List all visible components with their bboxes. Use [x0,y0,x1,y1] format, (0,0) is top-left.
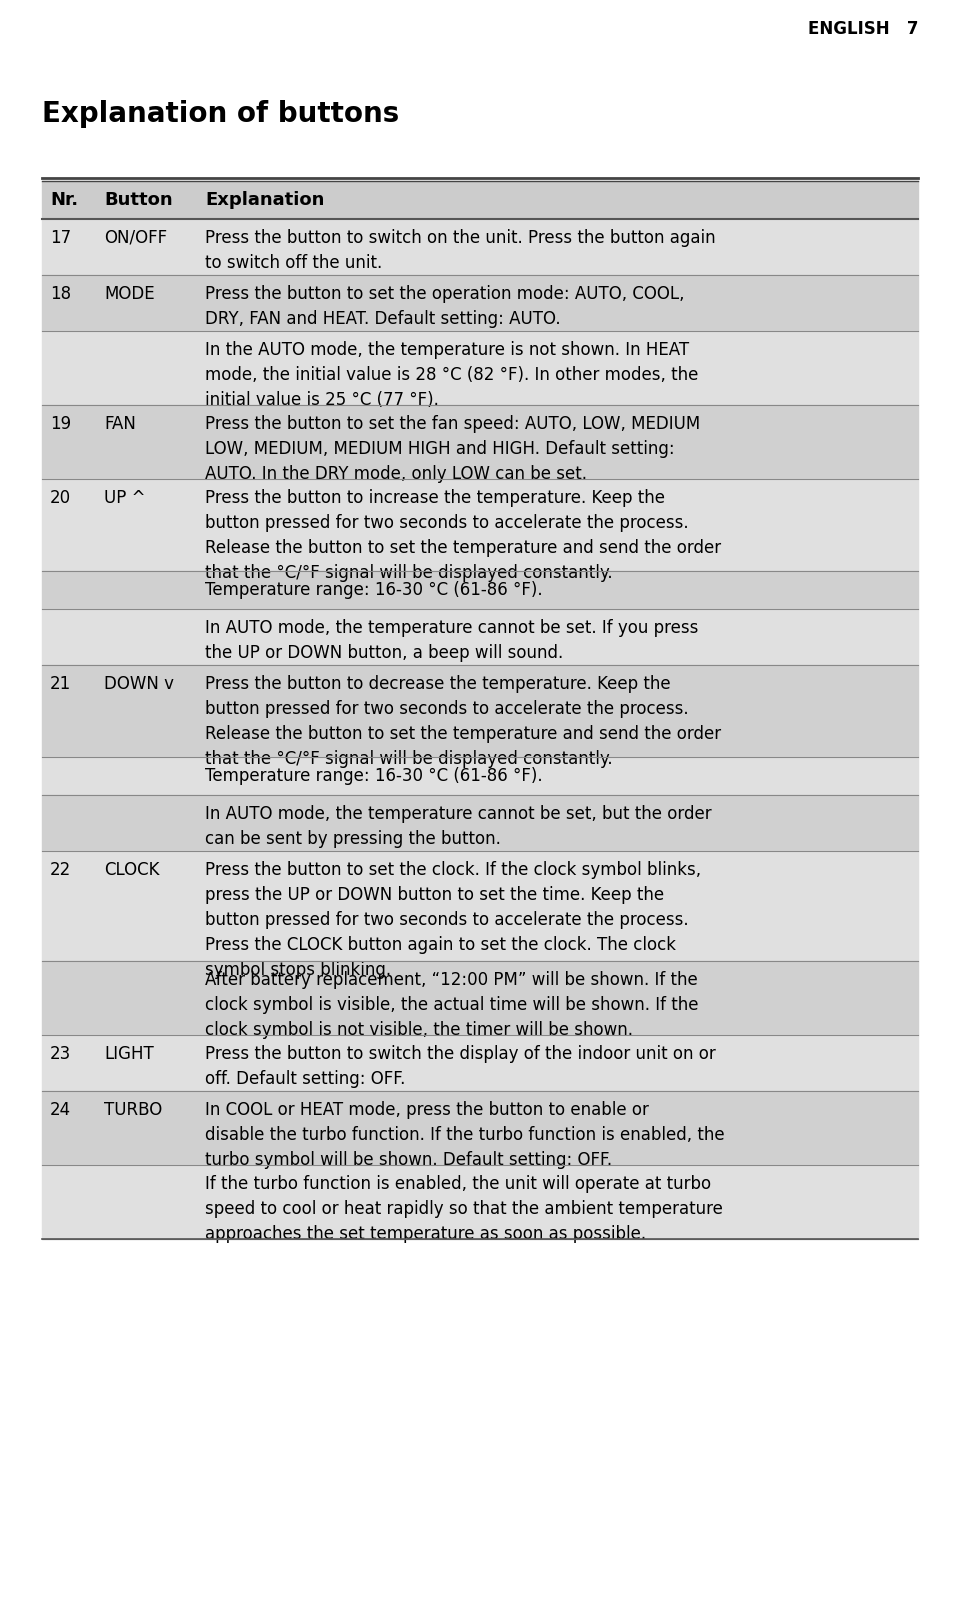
Text: Temperature range: 16-30 °C (61-86 °F).: Temperature range: 16-30 °C (61-86 °F). [205,767,542,785]
Bar [42,478,918,570]
Text: CLOCK: CLOCK [105,860,159,880]
Text: UP ^: UP ^ [105,490,146,507]
Text: 23: 23 [50,1046,71,1063]
Text: Press the button to decrease the temperature. Keep the
button pressed for two se: Press the button to decrease the tempera… [205,675,721,768]
Text: 20: 20 [50,490,71,507]
Text: Explanation of buttons: Explanation of buttons [42,100,399,127]
Bar [42,275,918,330]
Bar [42,1165,918,1239]
Text: Press the button to increase the temperature. Keep the
button pressed for two se: Press the button to increase the tempera… [205,490,721,582]
Text: Press the button to switch on the unit. Press the button again
to switch off the: Press the button to switch on the unit. … [205,229,715,272]
Bar [42,609,918,665]
Text: LIGHT: LIGHT [105,1046,154,1063]
Bar [42,665,918,757]
Text: ON/OFF: ON/OFF [105,229,167,246]
Bar [42,1034,918,1091]
Text: Press the button to set the fan speed: AUTO, LOW, MEDIUM
LOW, MEDIUM, MEDIUM HIG: Press the button to set the fan speed: A… [205,416,700,483]
Text: ENGLISH   7: ENGLISH 7 [807,19,918,39]
Text: In AUTO mode, the temperature cannot be set, but the order
can be sent by pressi: In AUTO mode, the temperature cannot be … [205,806,711,847]
Text: Nr.: Nr. [50,192,78,209]
Bar [42,404,918,478]
Text: 17: 17 [50,229,71,246]
Bar [42,757,918,794]
Bar [42,1091,918,1165]
Text: 22: 22 [50,860,71,880]
Text: 18: 18 [50,285,71,303]
Text: In COOL or HEAT mode, press the button to enable or
disable the turbo function. : In COOL or HEAT mode, press the button t… [205,1100,725,1170]
Bar [42,570,918,609]
Text: DOWN v: DOWN v [105,675,175,693]
Bar [42,851,918,962]
Text: MODE: MODE [105,285,155,303]
Bar [42,219,918,275]
Text: After battery replacement, “12:00 PM” will be shown. If the
clock symbol is visi: After battery replacement, “12:00 PM” wi… [205,971,699,1039]
Text: TURBO: TURBO [105,1100,162,1120]
Text: Explanation: Explanation [205,192,324,209]
Text: 19: 19 [50,416,71,433]
Text: Press the button to set the operation mode: AUTO, COOL,
DRY, FAN and HEAT. Defau: Press the button to set the operation mo… [205,285,684,329]
Bar [42,180,918,219]
Text: Press the button to switch the display of the indoor unit on or
off. Default set: Press the button to switch the display o… [205,1046,716,1087]
Text: Temperature range: 16-30 °C (61-86 °F).: Temperature range: 16-30 °C (61-86 °F). [205,582,542,599]
Text: In AUTO mode, the temperature cannot be set. If you press
the UP or DOWN button,: In AUTO mode, the temperature cannot be … [205,619,699,662]
Text: FAN: FAN [105,416,136,433]
Bar [42,794,918,851]
Bar [42,330,918,404]
Text: 21: 21 [50,675,71,693]
Text: If the turbo function is enabled, the unit will operate at turbo
speed to cool o: If the turbo function is enabled, the un… [205,1174,723,1244]
Text: Press the button to set the clock. If the clock symbol blinks,
press the UP or D: Press the button to set the clock. If th… [205,860,701,979]
Text: 24: 24 [50,1100,71,1120]
Text: In the AUTO mode, the temperature is not shown. In HEAT
mode, the initial value : In the AUTO mode, the temperature is not… [205,342,699,409]
Bar [42,962,918,1034]
Text: Button: Button [105,192,173,209]
